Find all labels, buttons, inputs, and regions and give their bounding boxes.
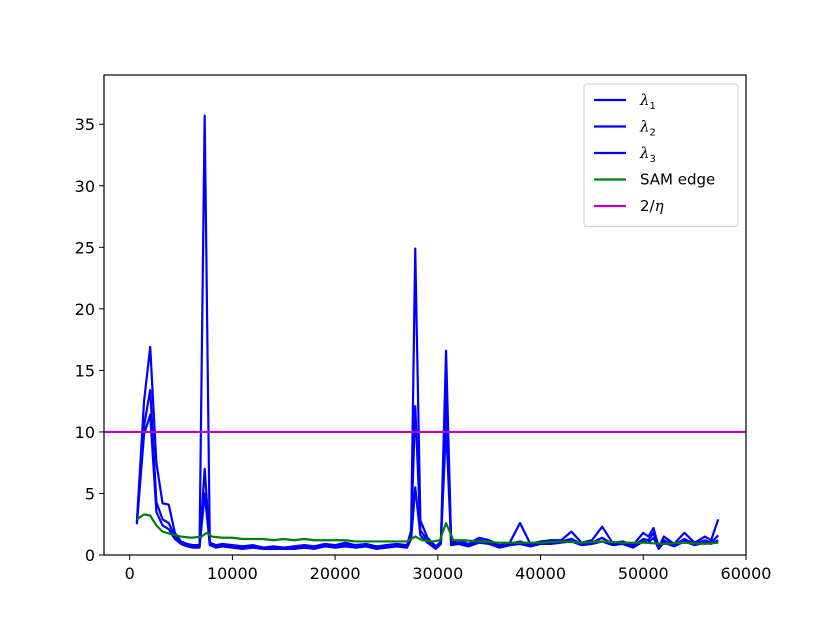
legend-label-4: 2/η [640,197,664,215]
series-line-2 [135,413,719,550]
plot-frame [103,74,747,556]
legend-label-0: λ1 [639,91,656,112]
y-tick-label: 30 [75,177,95,196]
y-tick-label: 0 [85,546,95,565]
series-line-3 [136,513,719,546]
x-tick-label: 50000 [618,564,669,583]
x-tick-label: 60000 [721,564,772,583]
y-tick-label: 5 [85,484,95,503]
x-tick-label: 30000 [412,564,463,583]
x-tick-label: 40000 [515,564,566,583]
legend-label-1: λ2 [639,118,656,139]
legend-box [583,83,739,227]
y-tick-label: 25 [75,238,95,257]
x-tick-label: 20000 [310,564,361,583]
legend-label-2: λ3 [639,144,656,165]
legend-label-3: SAM edge [640,171,715,189]
axes: 0 10000 20000 30000 40000 50000 60000 0 5 10 15 20 2… [75,74,772,583]
y-tick-label: 20 [75,300,95,319]
x-tick-label: 10000 [207,564,258,583]
y-tick-label: 35 [75,115,95,134]
series-layer [104,114,746,550]
series-line-1 [135,387,720,549]
legend: λ1 λ2 λ3 SAM edge 2/η [583,83,739,227]
y-tick-label: 15 [75,361,95,380]
x-tick-label: 0 [125,564,135,583]
y-tick-label: 10 [75,423,95,442]
